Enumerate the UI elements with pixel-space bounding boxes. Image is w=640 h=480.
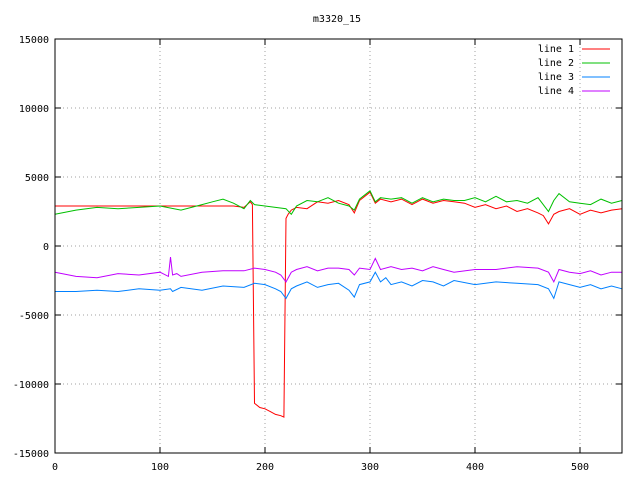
- grid: [55, 39, 622, 453]
- plot-frame: [54, 38, 623, 454]
- y-tick-label: -10000: [13, 380, 49, 391]
- x-tick-label: 300: [361, 462, 379, 473]
- chart-title: m3320_15: [313, 14, 361, 25]
- series-line-2: [54, 190, 623, 216]
- y-tick-label: -15000: [13, 449, 49, 460]
- y-tick-label: 0: [43, 242, 49, 253]
- legend-label: line 4: [538, 86, 574, 97]
- x-tick-label: 500: [571, 462, 589, 473]
- y-tick-label: 10000: [19, 104, 49, 115]
- legend-label: line 1: [538, 44, 574, 55]
- y-tick-label: -5000: [19, 311, 49, 322]
- series-line-3: [55, 271, 623, 300]
- x-tick-label: 400: [466, 462, 484, 473]
- y-tick-label: 5000: [25, 173, 49, 184]
- x-tick-label: 0: [52, 462, 58, 473]
- x-tick-label: 200: [256, 462, 274, 473]
- y-tick-label: 15000: [19, 35, 49, 46]
- series-line-1: [55, 191, 623, 418]
- series-line-4: [54, 256, 622, 284]
- series-group: [54, 190, 623, 418]
- legend-label: line 2: [538, 58, 574, 69]
- legend: line 1 line 2 line 3 line 4: [538, 44, 610, 97]
- axes: -15000 -10000 -5000 0 5000 10000 15000 0 100 200 3…: [13, 35, 622, 473]
- legend-label: line 3: [538, 72, 574, 83]
- x-tick-label: 100: [151, 462, 169, 473]
